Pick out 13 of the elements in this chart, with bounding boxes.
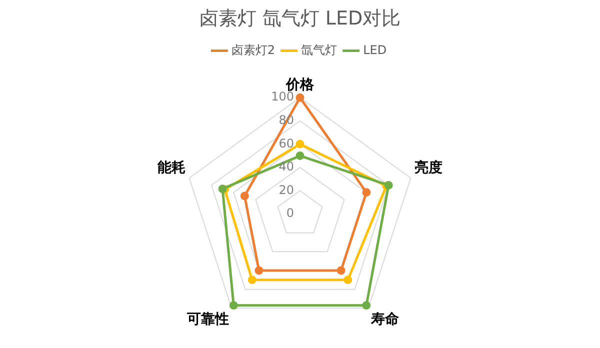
spoke-label: 能耗 <box>157 160 186 176</box>
chart-title: 卤素灯 氙气灯 LED对比 <box>199 7 401 30</box>
spoke-label: 寿命 <box>370 311 400 328</box>
y-tick-label: 0 <box>286 206 294 220</box>
legend-label: 卤素灯2 <box>231 42 276 57</box>
legend-label: 氙气灯 <box>301 42 338 57</box>
legend-label: LED <box>363 42 387 57</box>
y-tick-label: 40 <box>278 160 294 174</box>
spoke-label: 可靠性 <box>186 311 230 328</box>
spoke-label: 价格 <box>285 76 315 93</box>
y-tick-label: 60 <box>278 136 294 150</box>
spoke-label: 亮度 <box>414 159 443 176</box>
y-tick-label: 20 <box>278 182 294 197</box>
